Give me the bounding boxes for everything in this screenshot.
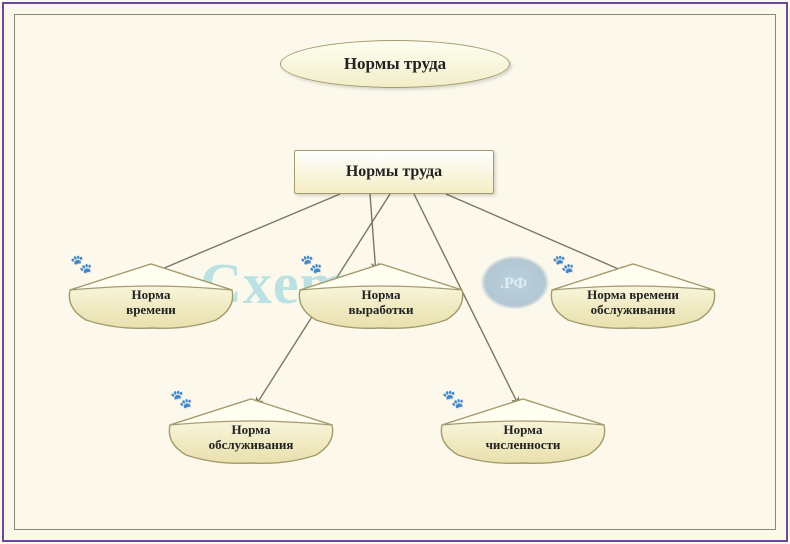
title-node: Нормы труда [280,40,510,88]
leaf-shape: Нормавыработки [296,260,466,330]
leaf-label: Нормавремени [66,288,236,318]
leaf-node: 🐾 Нормавыработки [296,260,466,330]
leaf-shape: Нормачисленности [438,395,608,465]
root-node: Нормы труда [294,150,494,194]
leaf-node: 🐾 Нормаобслуживания [166,395,336,465]
leaf-label: Нормавыработки [296,288,466,318]
leaf-label: Норма времениобслуживания [548,288,718,318]
leaf-shape: Нормавремени [66,260,236,330]
title-label: Нормы труда [344,54,446,74]
leaf-node: 🐾 Норма времениобслуживания [548,260,718,330]
leaf-node: 🐾 Нормачисленности [438,395,608,465]
leaf-shape: Нормаобслуживания [166,395,336,465]
leaf-shape: Норма времениобслуживания [548,260,718,330]
leaf-label: Нормаобслуживания [166,423,336,453]
root-label: Нормы труда [346,163,442,181]
leaf-node: 🐾 Нормавремени [66,260,236,330]
leaf-label: Нормачисленности [438,423,608,453]
